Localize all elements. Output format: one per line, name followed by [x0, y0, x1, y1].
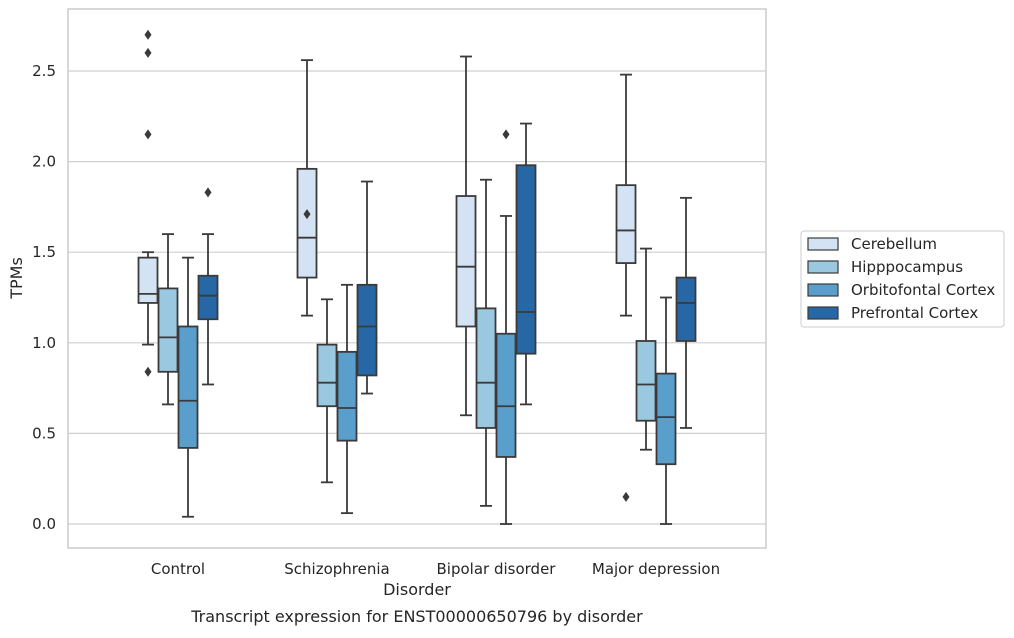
- legend-swatch: [807, 306, 839, 320]
- box-iqr: [615, 184, 637, 264]
- box-prefrontal-cortex: [197, 187, 219, 386]
- category-group-control: [137, 29, 219, 518]
- legend-item: Prefrontal Cortex: [807, 304, 978, 322]
- box-iqr: [296, 167, 318, 279]
- box-iqr: [675, 276, 697, 342]
- box-cerebellum: [296, 59, 318, 317]
- box-hipppocampus: [475, 178, 497, 507]
- box-iqr: [137, 256, 159, 304]
- x-axis-label: Disorder: [383, 580, 451, 599]
- box-iqr: [356, 283, 378, 377]
- legend-label: Hipppocampus: [851, 258, 963, 276]
- x-tick-label: Bipolar disorder: [437, 560, 557, 578]
- outlier-marker: [204, 187, 212, 198]
- y-tick-label: 1.0: [32, 334, 56, 352]
- outlier-marker: [622, 491, 630, 502]
- box-iqr: [475, 307, 497, 429]
- y-axis-label: TPMs: [7, 257, 26, 300]
- y-tick-label: 2.5: [32, 62, 56, 80]
- box-prefrontal-cortex: [675, 196, 697, 429]
- box-iqr: [455, 195, 477, 328]
- outlier-marker: [502, 129, 510, 140]
- outlier-marker: [144, 47, 152, 58]
- box-orbitofontal-cortex: [177, 256, 199, 518]
- category-group-schizophrenia: [296, 59, 378, 515]
- y-tick-label: 0.0: [32, 515, 56, 533]
- box-cerebellum: [455, 55, 477, 417]
- legend: Cerebellum Hipppocampus Orbitofontal Corte…: [800, 230, 1005, 328]
- outlier-marker: [303, 209, 311, 220]
- legend-item: Hipppocampus: [807, 258, 963, 276]
- legend-item: Cerebellum: [807, 235, 937, 253]
- box-orbitofontal-cortex: [655, 296, 677, 525]
- box-prefrontal-cortex: [515, 122, 537, 406]
- plot-area-frame: [67, 8, 767, 549]
- category-group-bipolar-disorder: [455, 55, 537, 525]
- legend-frame: [800, 230, 1005, 328]
- box-hipppocampus: [635, 247, 657, 451]
- category-group-major-depression: [615, 73, 697, 525]
- box-iqr: [157, 287, 179, 373]
- x-tick-label: Schizophrenia: [284, 560, 389, 578]
- outlier-marker: [144, 366, 152, 377]
- box-orbitofontal-cortex: [336, 283, 358, 515]
- box-iqr: [635, 340, 657, 422]
- chart-title: Transcript expression for ENST0000065079…: [190, 607, 643, 626]
- box-cerebellum: [615, 73, 637, 502]
- legend-swatch: [807, 237, 839, 251]
- box-prefrontal-cortex: [356, 180, 378, 395]
- x-tick-label: Control: [151, 560, 205, 578]
- box-iqr: [197, 274, 219, 321]
- box-groups: [137, 29, 697, 525]
- box-iqr: [495, 332, 517, 458]
- y-tick-label: 2.0: [32, 153, 56, 171]
- legend-swatch: [807, 260, 839, 274]
- y-tick-label: 0.5: [32, 424, 56, 442]
- box-cerebellum: [137, 29, 159, 377]
- box-iqr: [515, 164, 537, 355]
- box-iqr: [177, 325, 199, 449]
- x-axis-tick-labels: Control Schizophrenia Bipolar disorder Majo…: [151, 560, 720, 578]
- outlier-marker: [144, 129, 152, 140]
- y-tick-label: 1.5: [32, 243, 56, 261]
- box-iqr: [316, 343, 338, 408]
- y-axis-tick-labels: 0.0 0.5 1.0 1.5 2.0 2.5: [32, 62, 56, 533]
- legend-label: Cerebellum: [851, 235, 937, 253]
- box-iqr: [336, 350, 358, 442]
- legend-label: Prefrontal Cortex: [851, 304, 978, 322]
- x-tick-label: Major depression: [592, 560, 720, 578]
- outlier-marker: [144, 29, 152, 40]
- legend-label: Orbitofontal Cortex: [851, 281, 995, 299]
- legend-item: Orbitofontal Cortex: [807, 281, 995, 299]
- box-hipppocampus: [157, 233, 179, 406]
- box-orbitofontal-cortex: [495, 129, 517, 525]
- box-iqr: [655, 372, 677, 466]
- legend-swatch: [807, 283, 839, 297]
- box-hipppocampus: [316, 298, 338, 484]
